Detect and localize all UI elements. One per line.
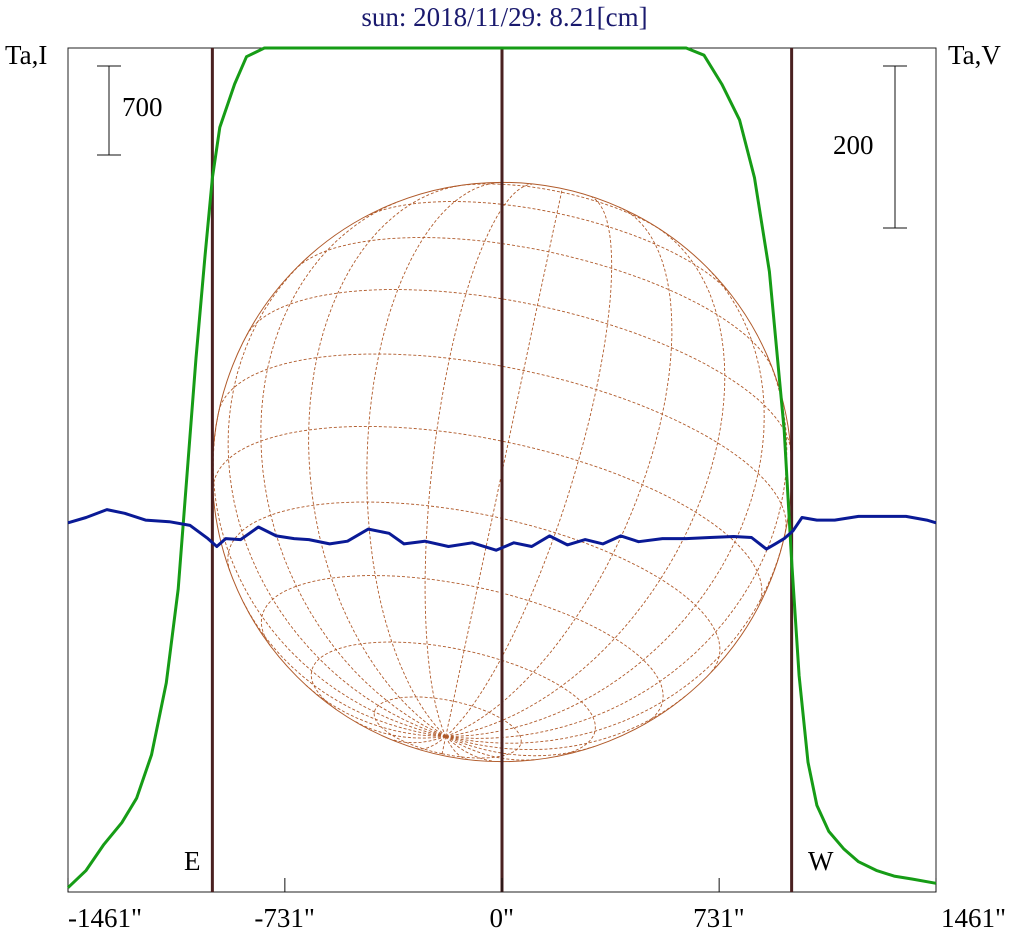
longitude-line: [445, 188, 563, 737]
latitude-line: [364, 201, 732, 295]
vertical-markers: [210, 48, 794, 892]
left-scale-value: 700: [122, 92, 163, 122]
latitude-line: [452, 183, 664, 232]
west-limb-label: W: [808, 846, 834, 876]
polarization-series-line: [67, 508, 937, 552]
longitude-line: [260, 201, 446, 737]
longitude-line: [353, 720, 446, 739]
longitude-line: [445, 354, 788, 739]
right-scale-value: 200: [833, 130, 874, 160]
longitude-line: [445, 532, 786, 744]
longitude-line: [445, 266, 765, 737]
longitude-line: [445, 736, 536, 761]
latitude-line: [297, 237, 773, 368]
right-axis-label: Ta,V: [948, 40, 1001, 70]
data-series: [66, 46, 937, 889]
longitude-line: [366, 181, 504, 737]
longitude-line: [242, 601, 446, 737]
longitude-line: [308, 185, 459, 737]
longitude-line: [445, 736, 595, 757]
east-limb-label: E: [184, 846, 201, 876]
longitude-line: [445, 736, 469, 761]
longitude-line: [415, 736, 447, 750]
scale-bars: [97, 65, 907, 229]
latitude-line: [310, 641, 596, 757]
longitude-line: [227, 256, 446, 737]
longitude-line: [445, 736, 494, 762]
x-tick-label: -731": [254, 903, 315, 933]
latitude-line: [218, 353, 787, 533]
longitude-line: [445, 227, 726, 737]
longitude-line: [445, 206, 673, 737]
left-axis-label: Ta,I: [5, 40, 48, 70]
latitude-line: [246, 289, 792, 452]
longitude-line: [212, 411, 446, 737]
x-tick-label: 1461": [941, 903, 1007, 933]
solar-disk-grid: [211, 181, 793, 763]
x-tick-label: -1461": [68, 903, 143, 933]
x-axis-ticks: [67, 878, 937, 892]
latitude-line: [227, 501, 721, 674]
chart-title: sun: 2018/11/29: 8.21[cm]: [361, 2, 648, 32]
longitude-line: [445, 695, 687, 751]
longitude-line: [305, 684, 446, 737]
intensity-series-line: [66, 46, 937, 889]
latitude-line: [373, 696, 522, 759]
x-tick-label: 0": [489, 903, 515, 933]
longitude-line: [441, 736, 447, 755]
longitude-line: [391, 736, 446, 744]
x-tick-label: 731": [693, 903, 745, 933]
